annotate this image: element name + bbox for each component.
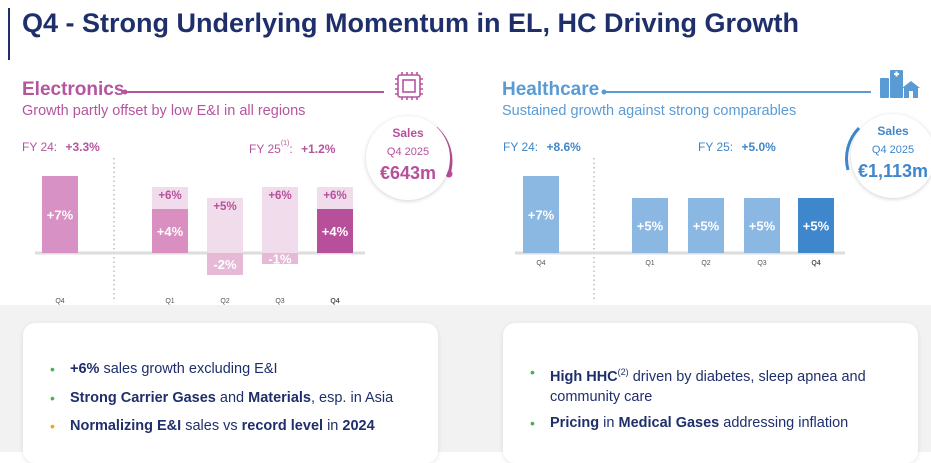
bar	[523, 176, 559, 253]
electronics-bars: +7% Q4 +4% +6% Q1 -2% +5% Q2 -1% +6% Q3 +4% +6% Q4	[42, 176, 353, 305]
electronics-fy24-label: FY 24:	[22, 140, 58, 154]
category-label: Q2	[701, 260, 710, 267]
category-label: Q3	[757, 260, 766, 267]
healthcare-sales-value: €1,113m	[857, 161, 929, 181]
healthcare-title: Healthcare	[502, 79, 600, 100]
bullet-item: • Normalizing E&I sales vs record level i…	[50, 418, 375, 434]
bullet-dot: •	[530, 364, 535, 380]
category-label: Q4	[55, 298, 64, 305]
bar	[152, 209, 188, 253]
bar-value-label: +5%	[637, 219, 664, 234]
healthcare-sales-badge: Sales Q4 2025 €1,113m	[851, 114, 931, 198]
electronics-sales-badge: Sales Q4 2025 €643m	[366, 116, 450, 200]
healthcare-title-line-dot	[601, 89, 607, 95]
electronics-fy24: FY 24: +3.3%	[22, 140, 100, 154]
category-label: Q4	[811, 260, 820, 267]
title-accent-bar	[8, 8, 10, 60]
bar-total-label: +6%	[268, 190, 291, 202]
page-title: Q4 - Strong Underlying Momentum in EL, H…	[22, 8, 800, 38]
charts-canvas: +7% Q4 +4% +6% Q1 -2% +5% Q2 -1% +6% Q3 +4% +6% Q4 +7…	[35, 70, 920, 305]
electronics-subtitle: Growth partly offset by low E&I in all r…	[22, 103, 306, 119]
electronics-title-line-dot	[122, 89, 128, 95]
bullet-dot: •	[50, 361, 55, 377]
category-label: Q1	[165, 298, 174, 305]
bar-total-label: +6%	[323, 190, 346, 202]
bar-value-label: +4%	[322, 224, 349, 239]
healthcare-fy25-label: FY 25:	[698, 140, 734, 154]
electronics-title: Electronics	[22, 79, 125, 100]
bar-value-label: +7%	[47, 208, 74, 223]
bar	[207, 253, 243, 275]
electronics-sales-value: €643m	[379, 163, 437, 183]
healthcare-sales-label: Sales	[877, 124, 909, 138]
healthcare-highlights-card: • High HHC(2) driven by diabetes, sleep a…	[503, 323, 918, 463]
healthcare-fy24: FY 24: +8.6%	[503, 140, 581, 154]
category-label: Q1	[645, 260, 654, 267]
bar	[42, 176, 78, 253]
electronics-fy25-label: FY 25	[249, 142, 281, 156]
healthcare-fy24-label: FY 24:	[503, 140, 539, 154]
healthcare-subtitle: Sustained growth against strong comparab…	[502, 103, 797, 119]
electronics-fy25: FY 25(1): +1.2%	[249, 140, 335, 156]
bar-value-label: +7%	[528, 208, 555, 223]
bar	[262, 253, 298, 264]
healthcare-fy25: FY 25: +5.0%	[698, 140, 776, 154]
category-label: Q4	[330, 298, 339, 305]
healthcare-sales-arc	[845, 126, 861, 171]
electronics-fy24-value: +3.3%	[65, 140, 100, 154]
healthcare-fy25-value: +5.0%	[741, 140, 776, 154]
bar	[317, 209, 353, 253]
healthcare-bars: +7% Q4 +5% Q1 +5% Q2 +5% Q3 +5% Q4	[523, 176, 834, 267]
bullet-item: • High HHC(2) driven by diabetes, sleep a…	[530, 364, 866, 405]
bar	[798, 198, 834, 253]
electronics-fy25-value: +1.2%	[301, 142, 336, 156]
bullet-item: • +6% sales growth excluding E&I	[50, 361, 278, 377]
category-label: Q2	[220, 298, 229, 305]
bar-value-label: -2%	[213, 257, 237, 272]
bar-value-label: +4%	[157, 224, 184, 239]
electronics-sales-period: Q4 2025	[386, 146, 430, 158]
bar	[688, 198, 724, 253]
bullet-dot: •	[530, 415, 535, 431]
bar-total-bg	[207, 198, 243, 253]
bullet-item: • Pricing in Medical Gases addressing inf…	[530, 415, 849, 431]
bar-value-label: +5%	[749, 219, 776, 234]
category-label: Q4	[536, 260, 545, 267]
bullet-dot: •	[50, 390, 55, 406]
bullet-item: • Strong Carrier Gases and Materials, esp…	[50, 390, 394, 406]
hospital-icon	[880, 70, 920, 98]
bar-total-label: +5%	[213, 201, 236, 213]
bar-total-bg	[262, 187, 298, 253]
bar	[744, 198, 780, 253]
bar-value-label: +5%	[803, 219, 830, 234]
bar-total-label: +6%	[158, 190, 181, 202]
healthcare-sales-period: Q4 2025	[871, 144, 915, 156]
electronics-sales-label: Sales	[392, 126, 424, 140]
electronics-highlights-card: • +6% sales growth excluding E&I • Strong C…	[23, 323, 438, 463]
bullet-dot: •	[50, 418, 55, 434]
electronics-fy25-colon: :	[289, 142, 293, 156]
category-label: Q3	[275, 298, 284, 305]
bar	[632, 198, 668, 253]
bar-value-label: -1%	[268, 252, 292, 267]
healthcare-fy24-value: +8.6%	[546, 140, 581, 154]
electronics-fy25-footnote: (1)	[280, 140, 290, 147]
chip-icon	[395, 72, 423, 100]
bar-value-label: +5%	[693, 219, 720, 234]
